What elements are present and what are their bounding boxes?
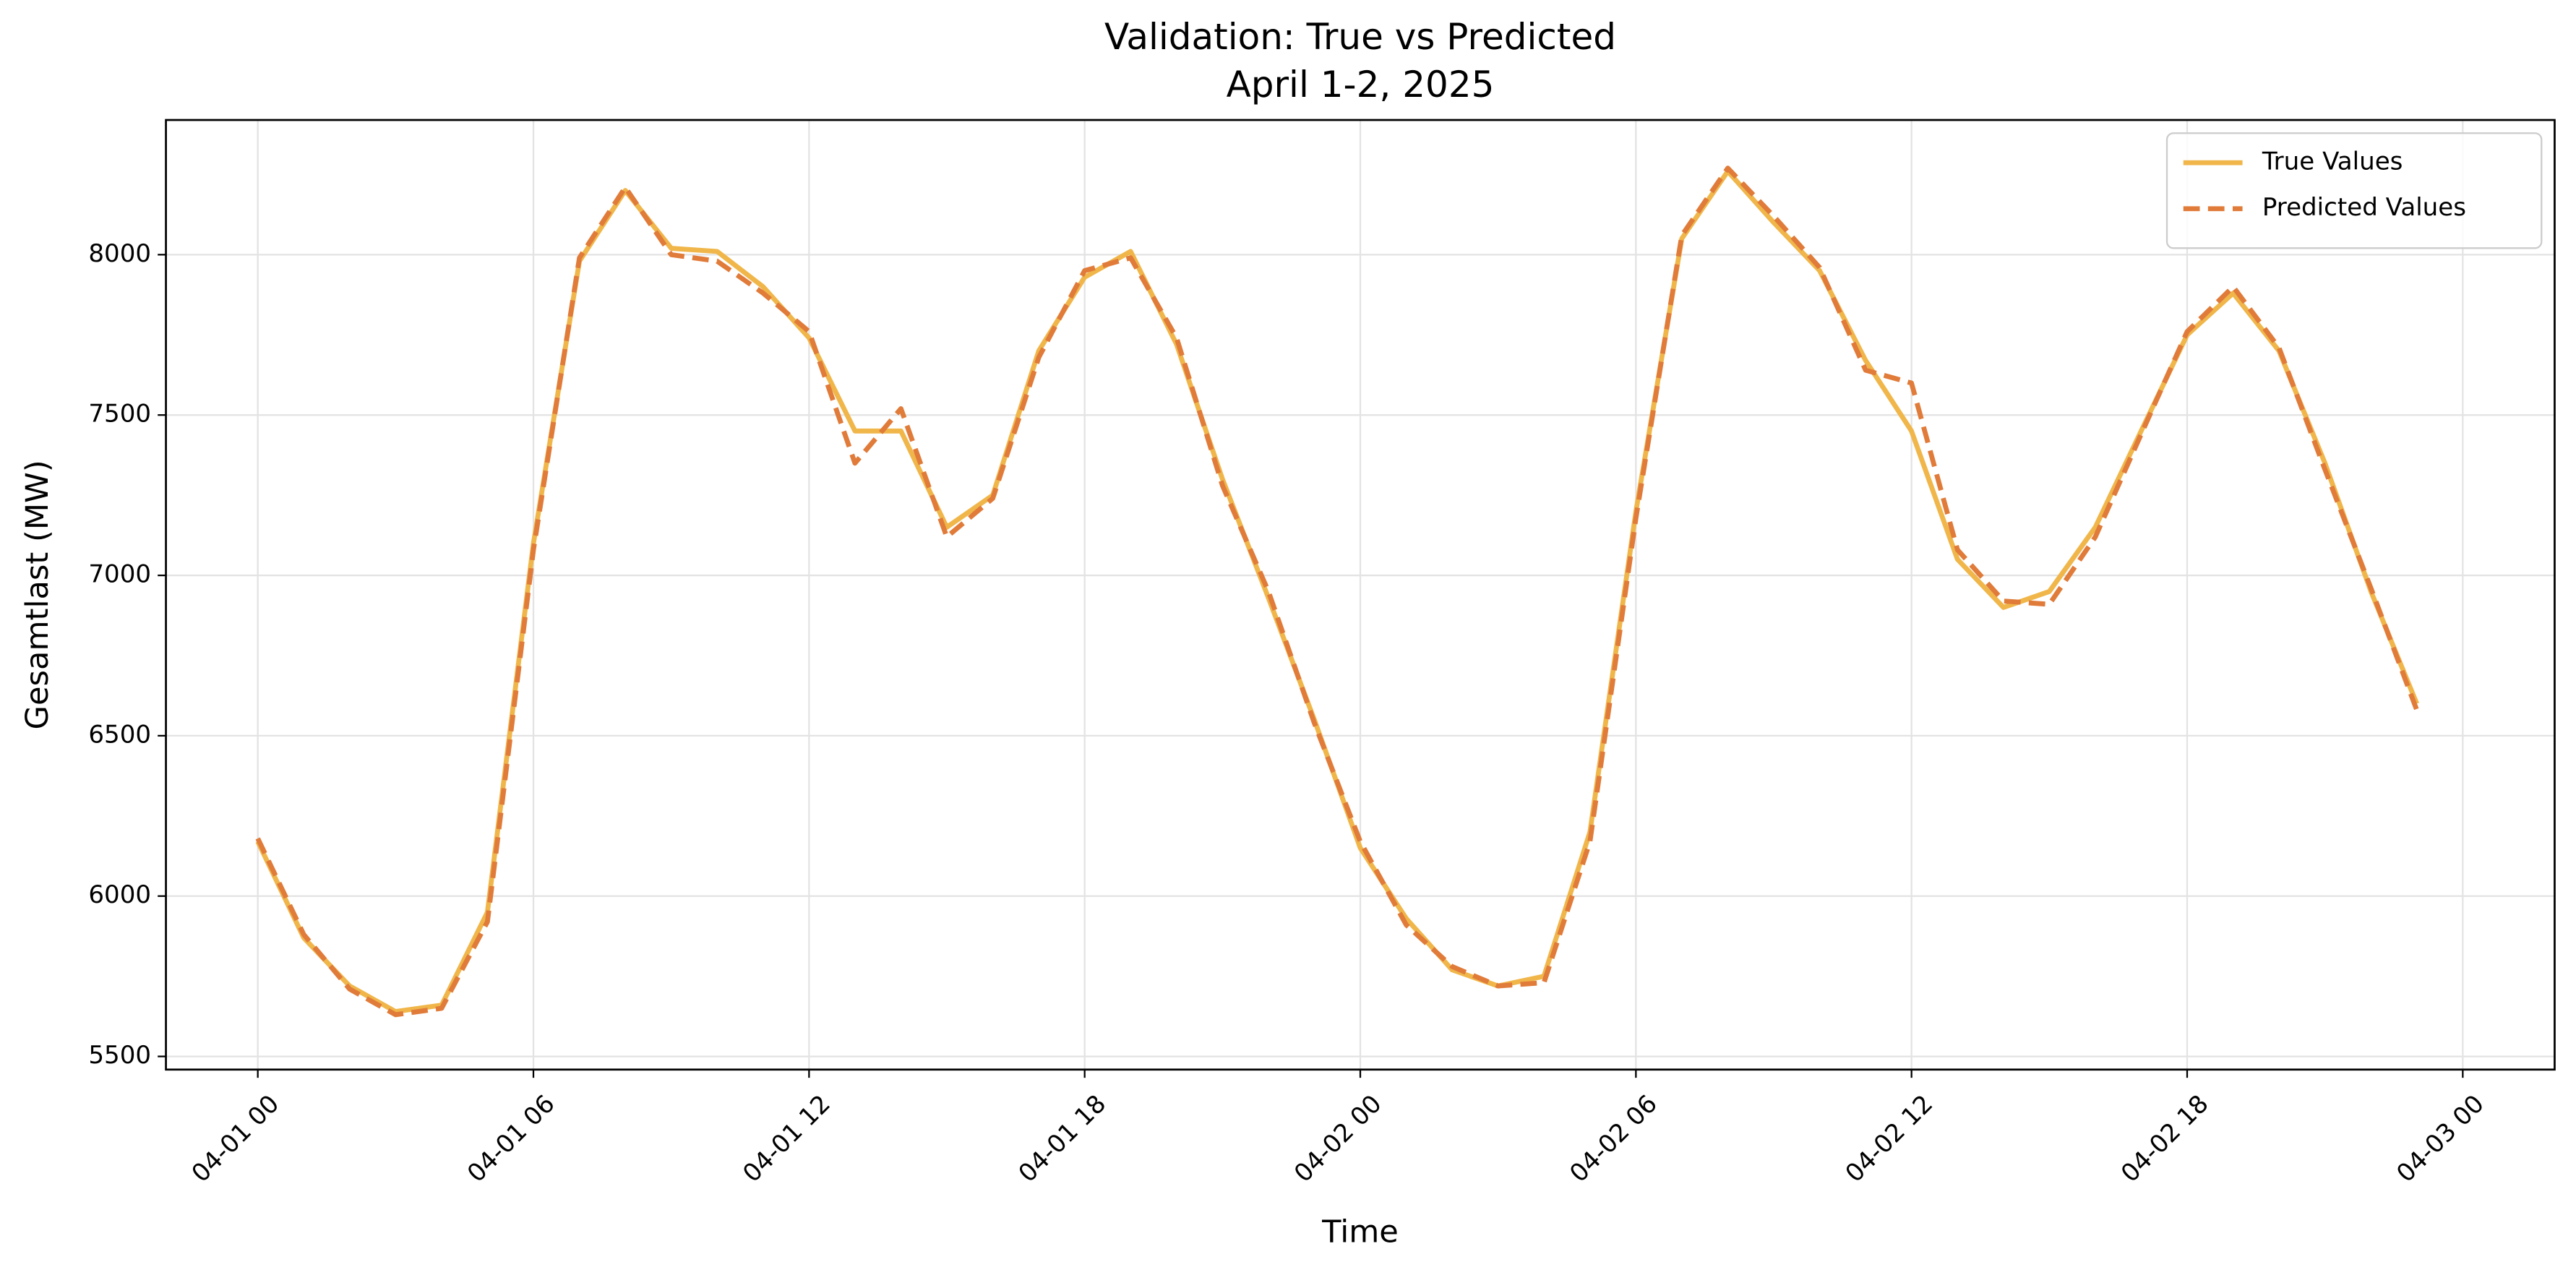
- plot-frame: [165, 119, 2556, 1071]
- y-tick-label: 7500: [88, 400, 151, 429]
- legend-label: Predicted Values: [2262, 193, 2466, 222]
- chart-title: Validation: True vs Predicted: [1104, 16, 1616, 58]
- x-axis-label: Time: [1321, 1214, 1399, 1250]
- y-tick-label: 5500: [88, 1041, 151, 1070]
- series-line: [255, 166, 2419, 1018]
- chart-subtitle: April 1-2, 2025: [1227, 64, 1495, 106]
- y-tick-label: 6000: [88, 880, 151, 909]
- y-axis-label: Gesamtlast (MW): [20, 460, 56, 729]
- y-tick-label: 6500: [88, 720, 151, 749]
- y-tick-label: 8000: [88, 239, 151, 268]
- legend-box: [2165, 132, 2543, 249]
- legend-label: True Values: [2262, 147, 2403, 176]
- y-tick-label: 7000: [88, 560, 151, 589]
